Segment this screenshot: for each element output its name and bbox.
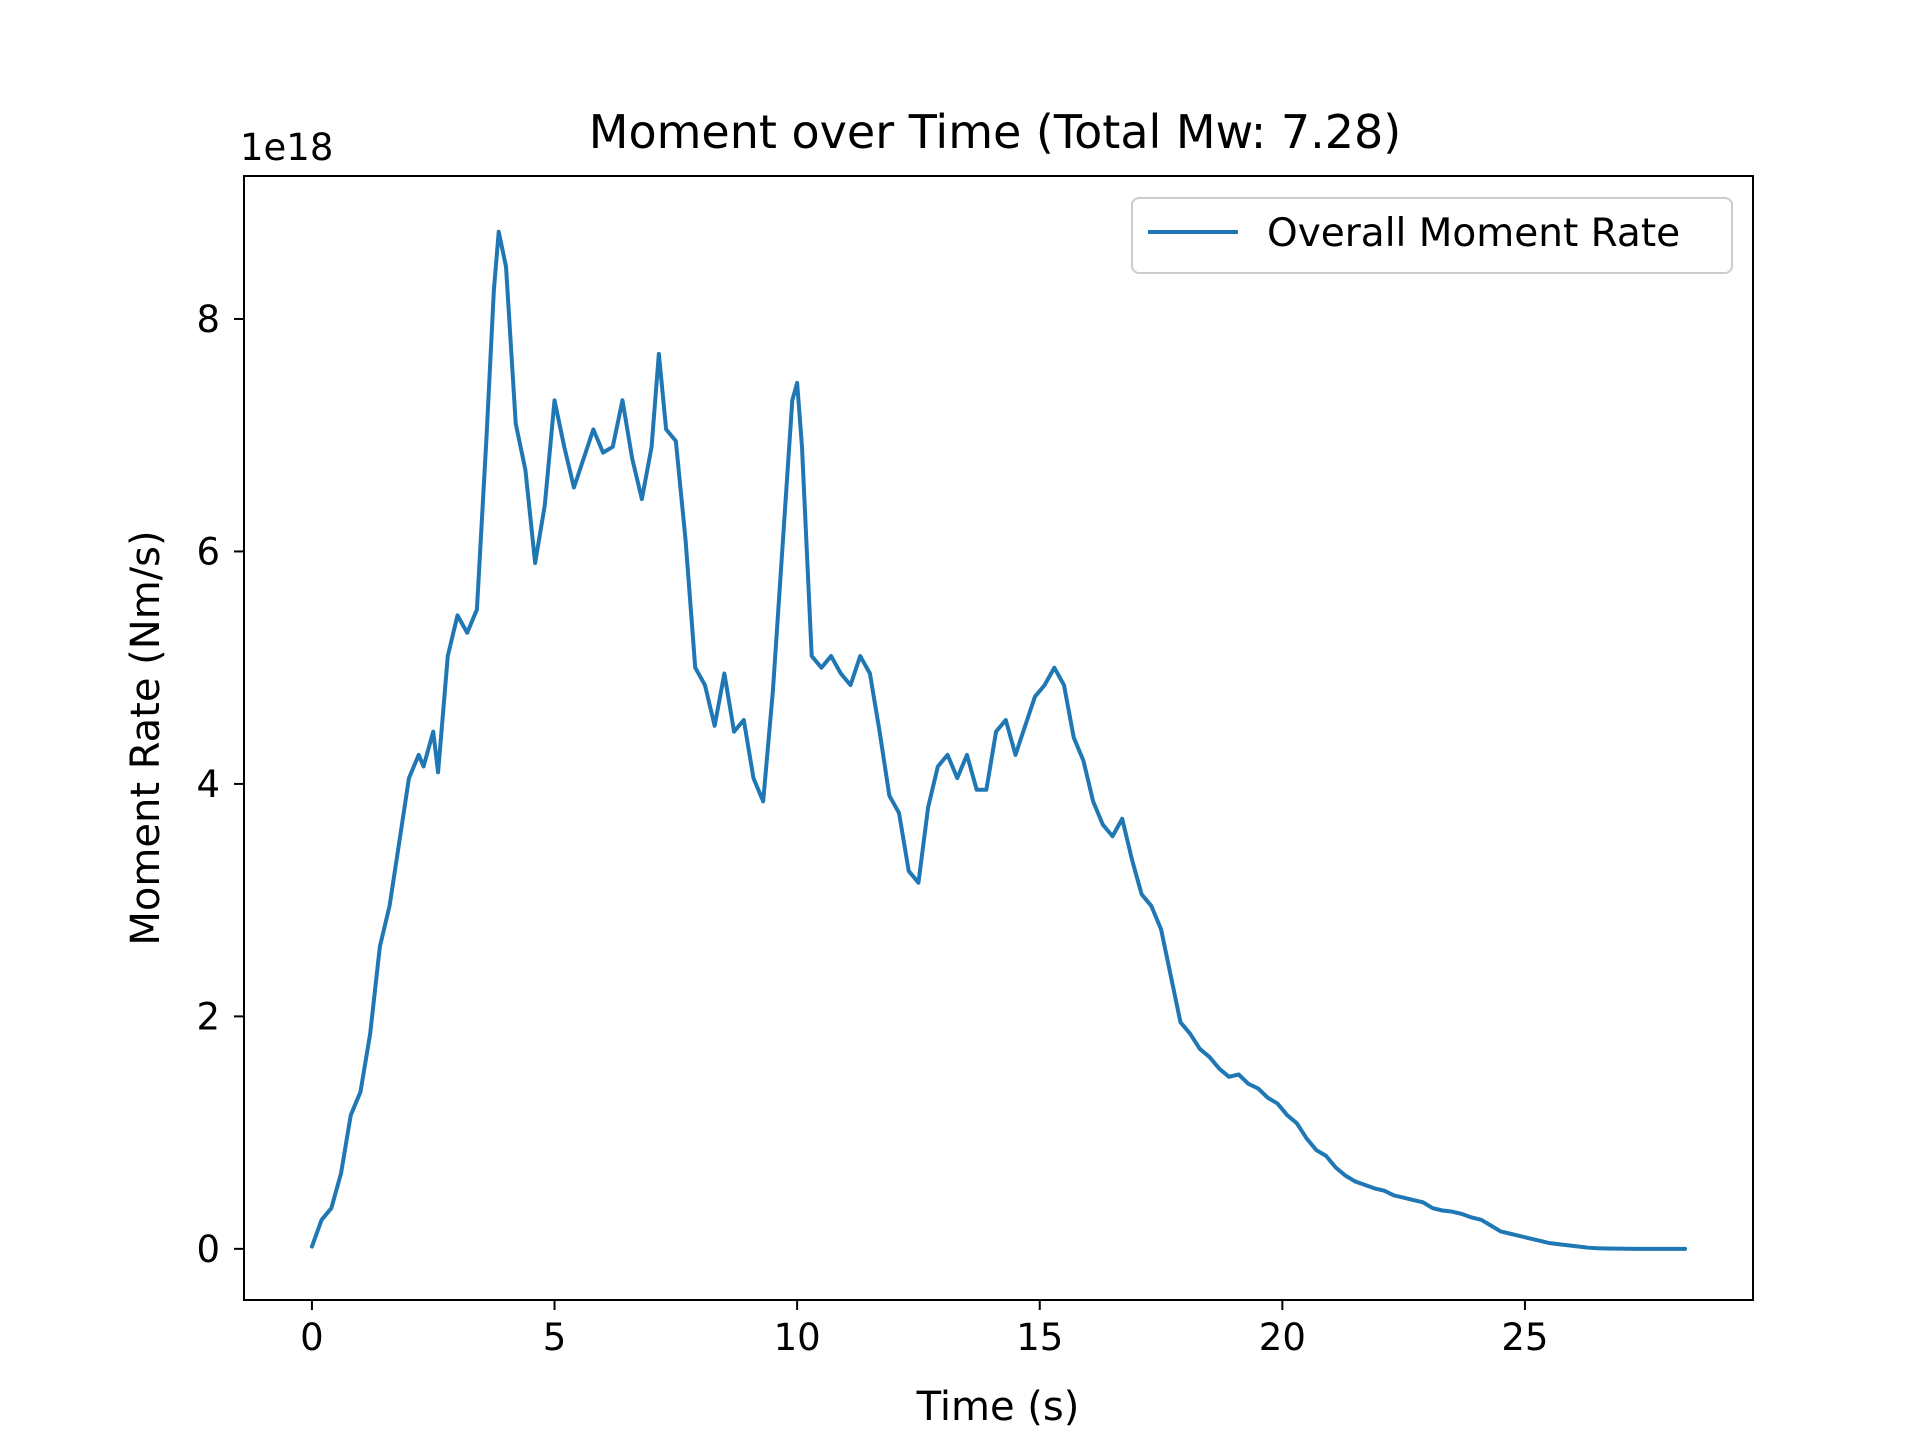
series-line-overall-moment-rate — [309, 229, 1688, 1251]
x-tick-label: 15 — [1016, 1316, 1063, 1359]
legend-label-overall-moment-rate: Overall Moment Rate — [1267, 211, 1680, 256]
x-tick-label: 5 — [543, 1316, 567, 1359]
y-tick-label: 4 — [196, 763, 220, 806]
x-tick-label: 10 — [774, 1316, 821, 1359]
x-tick-label: 0 — [300, 1316, 324, 1359]
y-scale-offset-label: 1e18 — [240, 126, 333, 169]
x-tick-label: 20 — [1259, 1316, 1306, 1359]
x-axis-ticks: 0 5 10 15 20 25 — [300, 1300, 1548, 1359]
y-tick-label: 0 — [196, 1228, 220, 1271]
plot-area-frame — [243, 175, 1754, 1301]
x-axis-title: Time (s) — [916, 1384, 1080, 1430]
y-tick-label: 2 — [196, 995, 220, 1038]
y-tick-label: 6 — [196, 530, 220, 573]
y-axis-title: Moment Rate (Nm/s) — [123, 530, 169, 945]
chart-title: Moment over Time (Total Mw: 7.28) — [589, 105, 1401, 159]
legend-box — [1131, 197, 1733, 274]
y-axis-ticks: 0 2 4 6 8 — [196, 298, 244, 1271]
y-tick-label: 8 — [196, 298, 220, 341]
x-tick-label: 25 — [1501, 1316, 1548, 1359]
legend: Overall Moment Rate — [1131, 197, 1733, 274]
